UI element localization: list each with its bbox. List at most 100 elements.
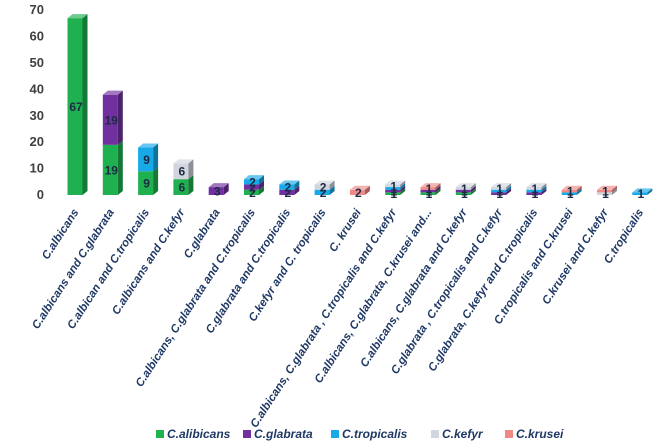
data-label: 1 [602,185,609,199]
bar-front [67,18,83,196]
legend-label: C.alibicans [167,427,231,441]
data-label: 2 [249,181,256,195]
data-label: 9 [143,153,150,167]
bar-front [314,184,330,190]
bar-top [102,90,123,95]
bar-side [188,175,194,195]
bar-front [385,187,401,190]
legend-swatch [156,430,164,438]
bar-front [102,94,118,145]
bar-front [455,189,471,193]
data-label: 3 [214,185,221,199]
bar-front [102,144,118,195]
bar-segment: 1 [491,185,512,199]
bar-side [506,183,512,190]
bar-segment: 2 [279,180,300,195]
y-tick-label: 40 [30,81,44,96]
bar-front [491,187,507,190]
data-label: 1 [390,187,397,201]
data-label: 67 [69,100,83,114]
bar-segment: 3 [208,183,229,199]
bar-side [259,180,264,190]
bar-top [385,180,406,185]
bar-front [349,189,365,195]
bar-segment: 1 [597,185,617,199]
data-label: 2 [355,186,362,200]
legend-item: C.glabrata [243,427,313,441]
x-category-label: C.glabrata [182,207,223,261]
data-label: 1 [390,179,397,193]
data-label: 19 [105,113,119,127]
bar-front [597,189,612,193]
bar-top [455,183,476,188]
bar-segment: 1 [526,185,547,199]
data-label: 2 [284,186,291,200]
bar-side [400,183,406,190]
data-label: 19 [105,163,119,177]
data-label: 2 [284,181,291,195]
data-label: 1 [426,182,433,196]
bar-segment: 1 [526,182,547,196]
bar-top [491,183,512,188]
data-label: 6 [179,165,186,179]
bar-segment: 1 [455,187,476,201]
bar-front [385,184,401,188]
data-label: 1 [532,187,539,201]
bar-segment: 1 [491,182,512,196]
bar-side [435,183,441,190]
bar-segment: 1 [420,185,441,199]
legend-item: C.kefyr [431,427,484,441]
bar-front [561,192,577,195]
bar-segment: 1 [455,182,476,196]
bar-segment: 67 [67,14,88,196]
bar-side [576,185,582,193]
bar-side [329,180,335,190]
bar-side [259,185,264,195]
data-label: 1 [496,185,503,199]
data-label: 1 [390,185,397,199]
bar-front [455,187,471,190]
legend-label: C.kefyr [442,427,484,441]
bar-segment: 9 [138,167,159,195]
data-label: 1 [426,185,433,199]
bar-side [470,188,476,195]
bar-side [223,183,229,195]
bar-top [279,180,300,185]
bar-segment: 6 [173,159,194,180]
bar-segment: 1 [561,187,582,201]
bar-side [259,175,264,185]
bar-segment: 6 [173,175,194,195]
bar-side [506,188,512,195]
bar-segment: 1 [597,187,617,201]
bar-front [279,184,295,190]
bar-side [294,180,300,190]
legend: C.alibicans C.glabrata C.tropicalis C.kefyr… [156,427,564,441]
data-label: 1 [637,187,644,201]
data-label: 2 [249,175,256,189]
legend-swatch [331,430,339,438]
bar-front [597,192,612,195]
data-label: 1 [567,185,574,199]
bar-side [612,185,617,193]
data-label: 2 [320,186,327,200]
data-label: 1 [532,185,539,199]
bar-front [526,189,542,193]
legend-label: C.krusei [516,427,564,441]
data-label: 1 [496,187,503,201]
bar-top [67,14,88,19]
data-label: 1 [461,185,468,199]
bar-segment: 2 [314,185,335,200]
bar-side [294,185,300,195]
bar-segment: 2 [244,175,264,189]
bar-top [314,180,335,185]
bar-front [173,163,189,180]
bar-side [576,188,582,195]
data-label: 1 [602,187,609,201]
data-label: 2 [249,186,256,200]
bar-segment: 1 [455,185,476,199]
bar-top [208,183,229,188]
bar-front [173,179,189,195]
y-tick-label: 50 [30,55,44,70]
